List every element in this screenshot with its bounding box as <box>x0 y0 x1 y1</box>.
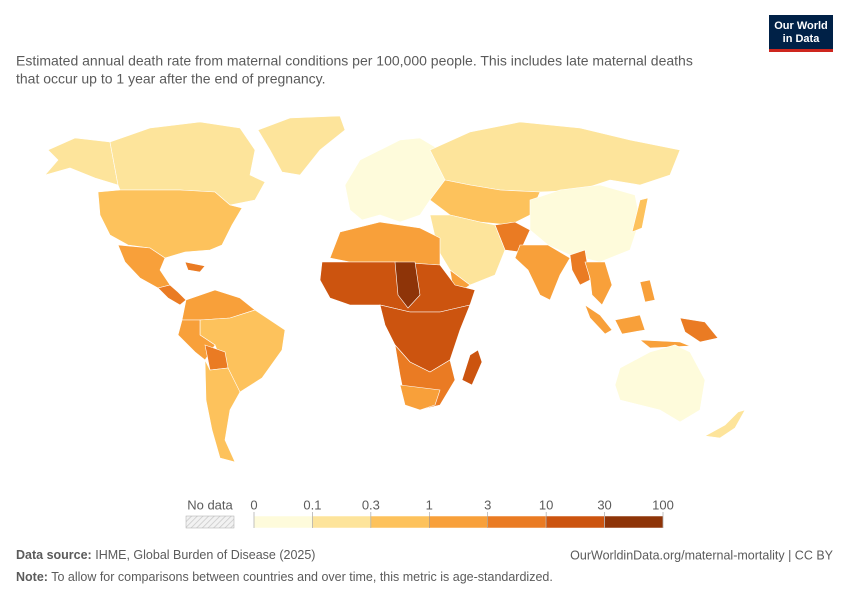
indonesia <box>584 304 691 349</box>
central-america <box>157 284 187 306</box>
southeast-asia <box>584 261 613 306</box>
logo[interactable]: Our World in Data <box>769 15 833 52</box>
note-label: Note: <box>16 570 48 584</box>
source-label: Data source: <box>16 548 92 562</box>
logo-text: Our World <box>774 20 828 32</box>
legend-bin <box>429 515 488 529</box>
alaska <box>44 137 119 186</box>
middle-east <box>429 214 506 286</box>
legend-bin <box>545 515 605 529</box>
legend-bin <box>312 515 372 529</box>
legend-bin <box>253 515 313 529</box>
philippines <box>639 279 656 303</box>
legend-bin <box>370 515 430 529</box>
no-data-swatch <box>185 515 235 529</box>
note-text: To allow for comparisons between countri… <box>51 570 553 584</box>
legend-tick-label: 0.3 <box>362 497 380 512</box>
subtitle: Estimated annual death rate from materna… <box>16 53 693 69</box>
usa <box>97 189 243 259</box>
japan <box>631 197 649 233</box>
source: Data source: IHME, Global Burden of Dise… <box>16 548 315 562</box>
myanmar <box>569 249 591 286</box>
source-url[interactable]: OurWorldinData.org/maternal-mortality | … <box>570 548 833 562</box>
legend-tick-label: 3 <box>484 497 491 512</box>
caribbean <box>184 261 206 273</box>
greenland <box>257 115 346 176</box>
logo-text: in Data <box>783 33 821 45</box>
argentina-chile <box>204 359 241 463</box>
legend-tick-label: 10 <box>539 497 553 512</box>
chad <box>394 261 421 309</box>
legend-tick-label: 0.1 <box>303 497 321 512</box>
legend: No data 0 0.1 0.3 1 3 10 30 100 <box>185 497 674 529</box>
legend-tick-label: 1 <box>426 497 433 512</box>
logo-box <box>769 15 833 50</box>
note: Note: To allow for comparisons between c… <box>16 570 553 584</box>
legend-label: No data <box>187 497 233 512</box>
papua <box>679 317 719 343</box>
australia <box>614 344 706 423</box>
south-africa <box>399 384 441 411</box>
central-africa <box>379 304 471 373</box>
russia <box>429 121 681 193</box>
source-text: IHME, Global Burden of Disease (2025) <box>95 548 315 562</box>
china <box>529 184 641 263</box>
legend-tick-label: 30 <box>597 497 611 512</box>
legend-bin <box>604 515 664 529</box>
madagascar <box>461 349 483 386</box>
subtitle: that occur up to 1 year after the end of… <box>16 71 326 87</box>
india <box>514 244 571 301</box>
legend-tick-label: 100 <box>652 497 674 512</box>
north-africa <box>329 221 441 266</box>
legend-tick-label: 0 <box>250 497 257 512</box>
legend-bin <box>487 515 547 529</box>
new-zealand <box>704 409 746 439</box>
central-asia <box>429 179 541 226</box>
world-map <box>44 115 746 463</box>
logo-underline <box>769 49 833 52</box>
